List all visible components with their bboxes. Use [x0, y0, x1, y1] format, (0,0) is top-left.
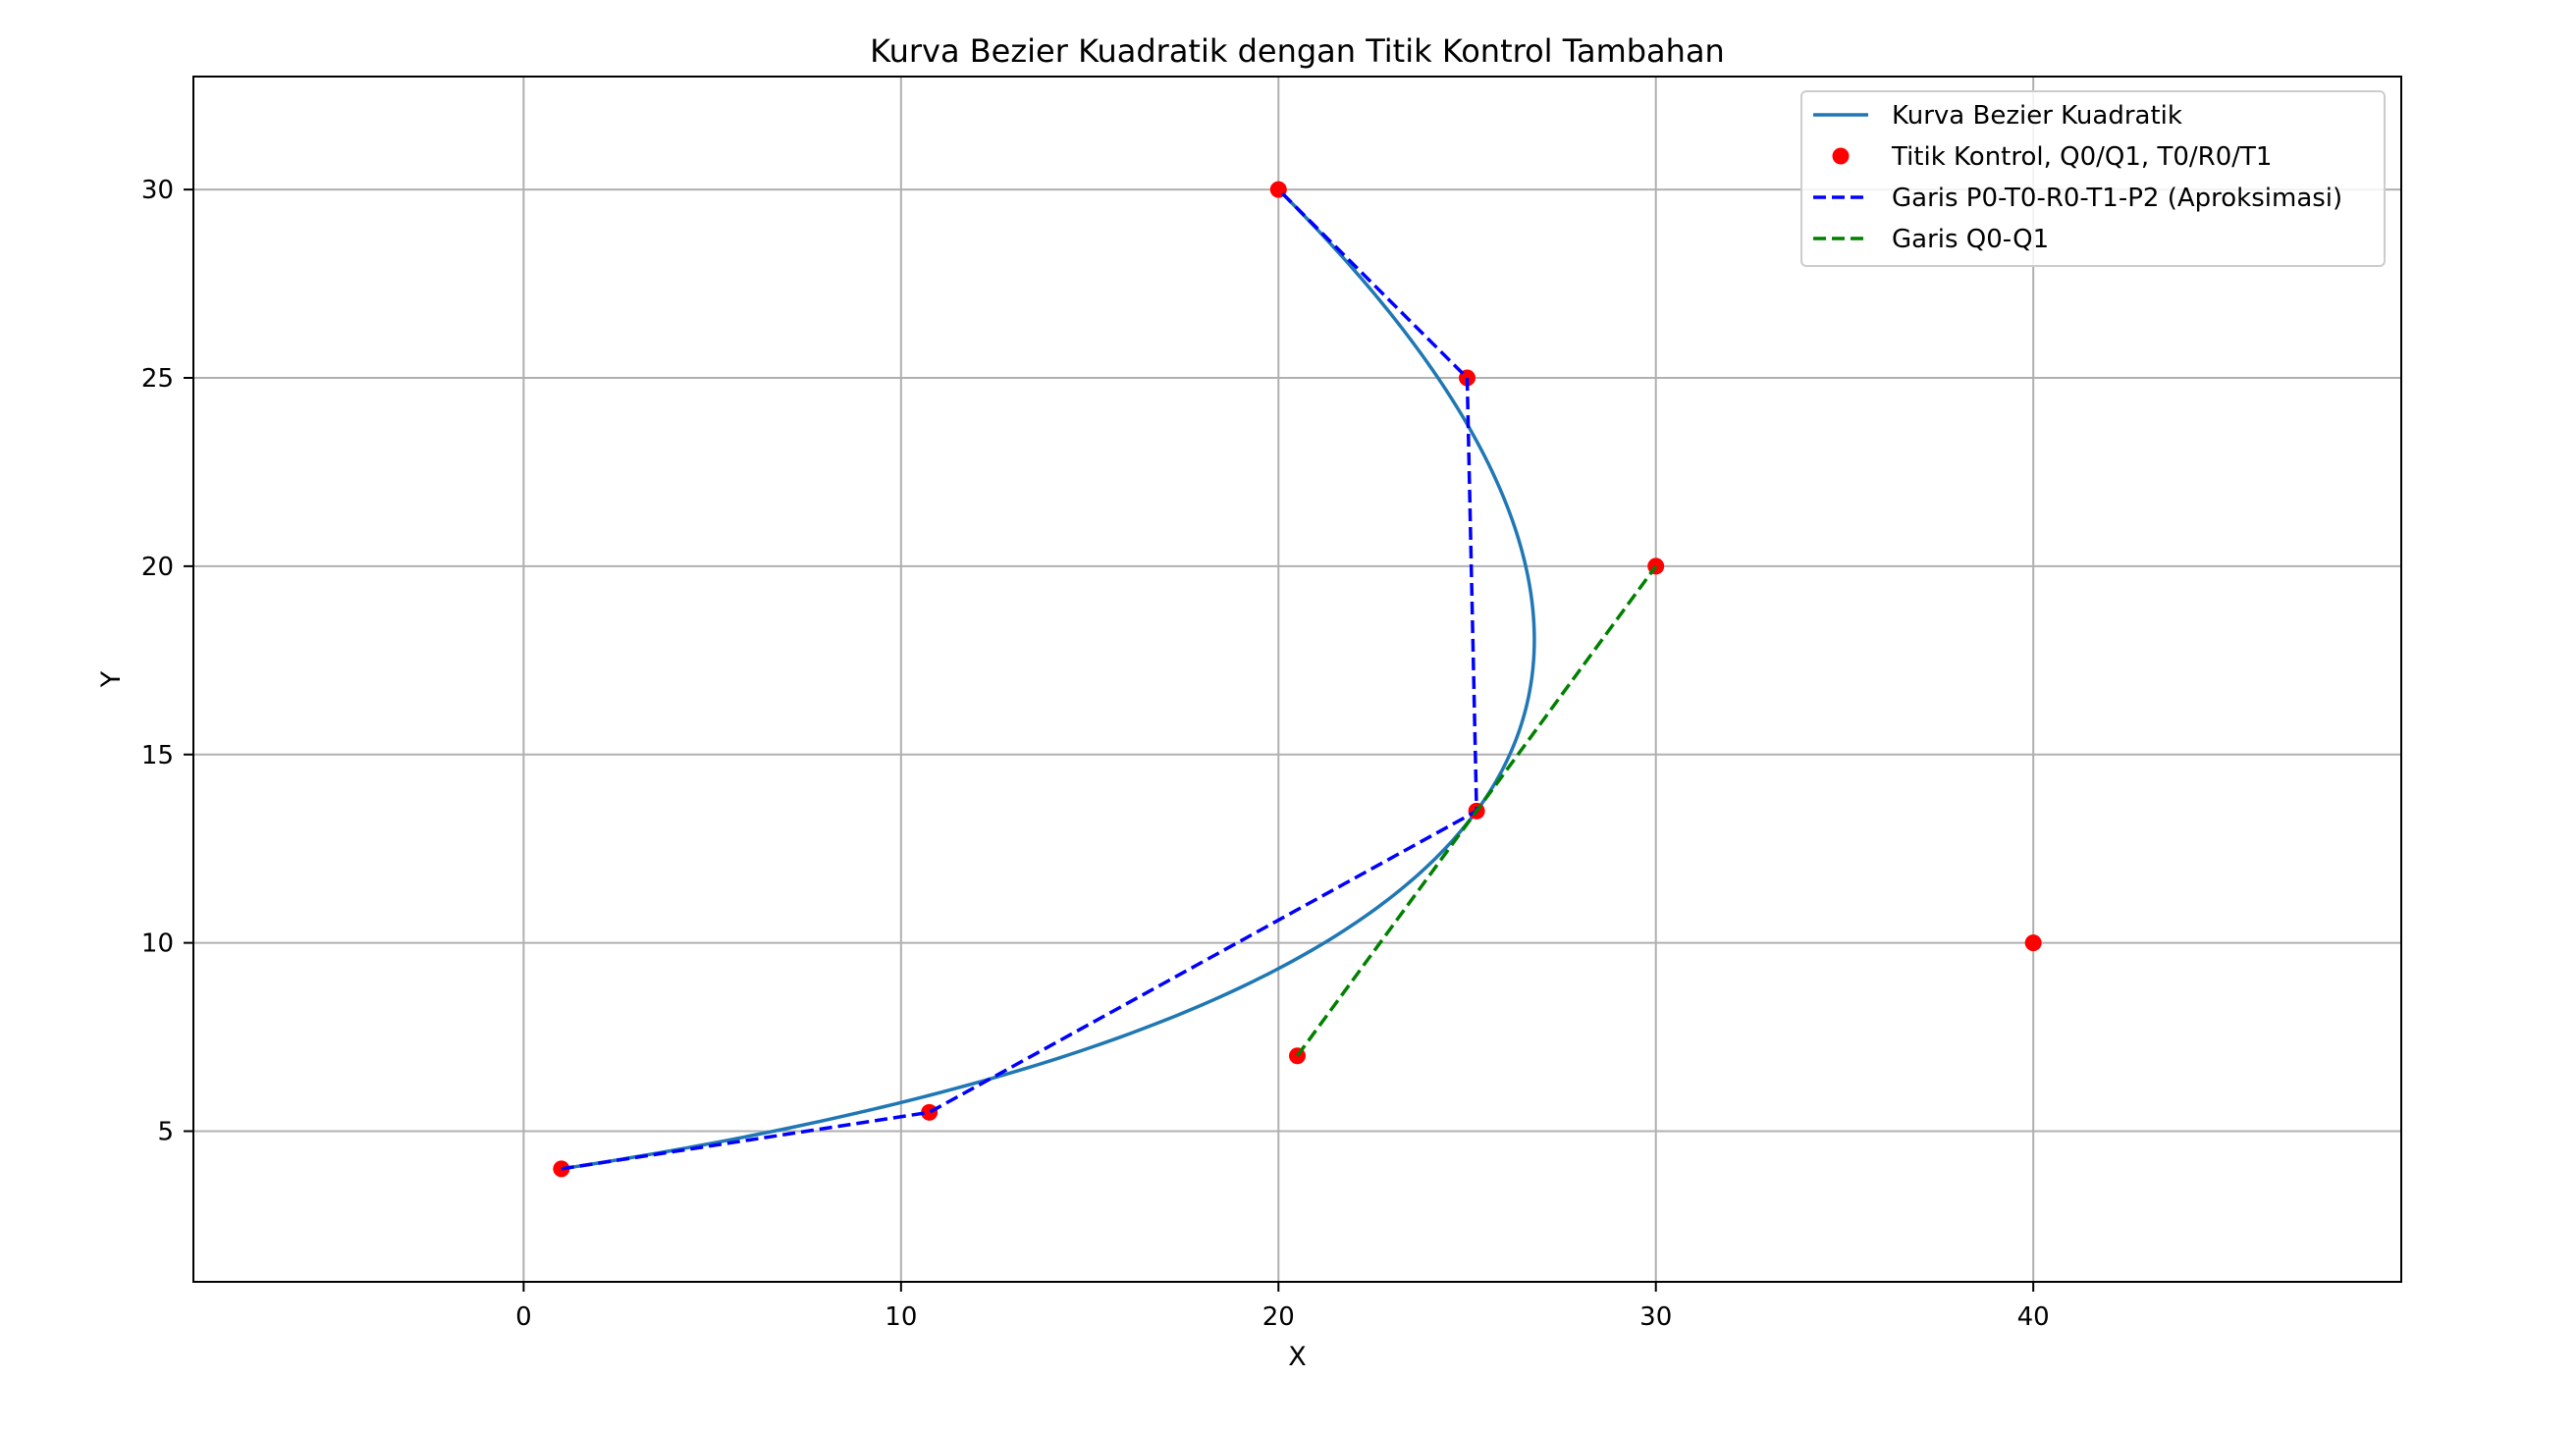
control-point	[2024, 934, 2042, 952]
legend: Kurva Bezier Kuadratik Titik Kontrol, Q0/…	[1800, 90, 2386, 267]
y-tick-label: 15	[141, 741, 174, 770]
legend-label: Kurva Bezier Kuadratik	[1892, 101, 2182, 131]
grid	[193, 77, 2401, 1282]
x-tick-label: 10	[885, 1302, 917, 1332]
y-tick-label: 10	[141, 929, 174, 959]
plot-area	[553, 181, 2042, 1178]
axis-ticks: 0 10 20 30 40 5 10 15 20 25 30	[141, 176, 2050, 1332]
x-tick-label: 30	[1639, 1302, 1672, 1332]
legend-label: Titik Kontrol, Q0/Q1, T0/R0/T1	[1891, 142, 2272, 172]
x-tick-label: 0	[515, 1302, 532, 1332]
y-tick-label: 20	[141, 553, 174, 582]
legend-box	[1800, 90, 2386, 267]
x-tick-label: 40	[2017, 1302, 2050, 1332]
legend-label: Garis Q0-Q1	[1892, 225, 2049, 254]
y-tick-label: 5	[157, 1118, 174, 1147]
y-tick-label: 25	[141, 364, 174, 394]
y-tick-label: 30	[141, 176, 174, 205]
legend-label: Garis P0-T0-R0-T1-P2 (Aproksimasi)	[1892, 184, 2342, 213]
legend-marker	[1832, 147, 1850, 165]
x-axis-label: X	[1288, 1342, 1307, 1372]
x-tick-label: 20	[1262, 1302, 1295, 1332]
q0-q1-line-green	[1296, 564, 1658, 1057]
bezier-curve	[561, 187, 1536, 1171]
chart-title: Kurva Bezier Kuadratik dengan Titik Kont…	[870, 32, 1725, 70]
y-axis-label: Y	[96, 670, 127, 688]
approx-line-blue	[561, 187, 1478, 1171]
plot-frame	[192, 76, 2402, 1283]
